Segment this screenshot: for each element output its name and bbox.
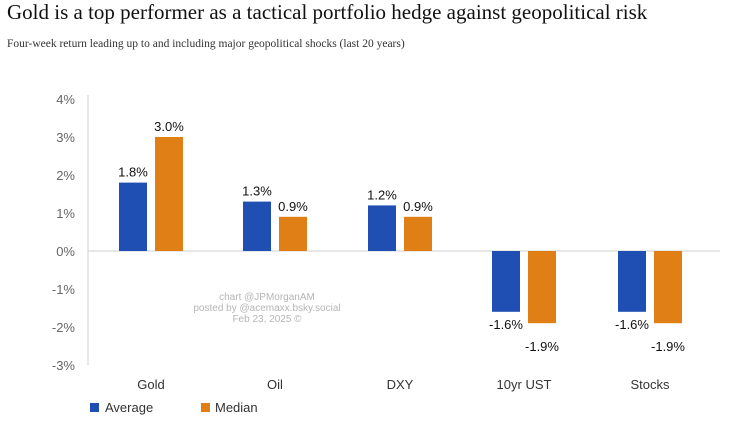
watermark-line-1: chart @JPMorganAM bbox=[219, 292, 315, 303]
bar-average bbox=[368, 205, 396, 251]
data-label: -1.6% bbox=[489, 317, 523, 332]
y-tick-label: 0% bbox=[56, 244, 75, 259]
y-tick-label: 4% bbox=[56, 92, 75, 107]
bar-average bbox=[119, 182, 147, 251]
data-label: -1.9% bbox=[651, 339, 685, 354]
data-label: -1.9% bbox=[525, 339, 559, 354]
bar-median bbox=[528, 251, 556, 324]
bar-median bbox=[654, 251, 682, 324]
x-category-label: Stocks bbox=[630, 377, 670, 392]
chart-title: Gold is a top performer as a tactical po… bbox=[7, 0, 648, 24]
chart-bars: 1.8%3.0%Gold1.3%0.9%Oil1.2%0.9%DXY-1.6%-… bbox=[118, 119, 685, 392]
legend-label-average: Average bbox=[105, 400, 153, 415]
data-label: 1.2% bbox=[367, 187, 397, 202]
watermark-line-3: Feb 23, 2025 © bbox=[232, 314, 302, 325]
watermark: chart @JPMorganAM posted by @acemaxx.bsk… bbox=[193, 292, 340, 325]
y-tick-label: -1% bbox=[52, 282, 76, 297]
legend-swatch-average bbox=[90, 403, 99, 412]
y-tick-label: 1% bbox=[56, 206, 75, 221]
y-tick-label: -2% bbox=[52, 320, 76, 335]
bar-average bbox=[243, 201, 271, 251]
bar-median bbox=[155, 137, 183, 251]
bar-average bbox=[492, 251, 520, 312]
chart-legend: Average Median bbox=[90, 400, 258, 415]
y-tick-label: 2% bbox=[56, 168, 75, 183]
legend-swatch-median bbox=[201, 403, 210, 412]
y-tick-label: 3% bbox=[56, 130, 75, 145]
data-label: 0.9% bbox=[403, 199, 433, 214]
legend-label-median: Median bbox=[215, 400, 258, 415]
bar-average bbox=[618, 251, 646, 312]
bar-median bbox=[404, 216, 432, 251]
x-category-label: Oil bbox=[267, 377, 283, 392]
x-category-label: DXY bbox=[387, 377, 414, 392]
x-category-label: 10yr UST bbox=[497, 377, 552, 392]
bar-median bbox=[279, 216, 307, 251]
chart-subtitle: Four-week return leading up to and inclu… bbox=[7, 38, 405, 50]
x-category-label: Gold bbox=[137, 377, 164, 392]
watermark-line-2: posted by @acemaxx.bsky.social bbox=[193, 303, 340, 314]
data-label: 0.9% bbox=[278, 199, 308, 214]
y-tick-label: -3% bbox=[52, 358, 76, 373]
data-label: 1.8% bbox=[118, 165, 148, 180]
data-label: 1.3% bbox=[242, 184, 272, 199]
data-label: 3.0% bbox=[154, 119, 184, 134]
data-label: -1.6% bbox=[615, 317, 649, 332]
